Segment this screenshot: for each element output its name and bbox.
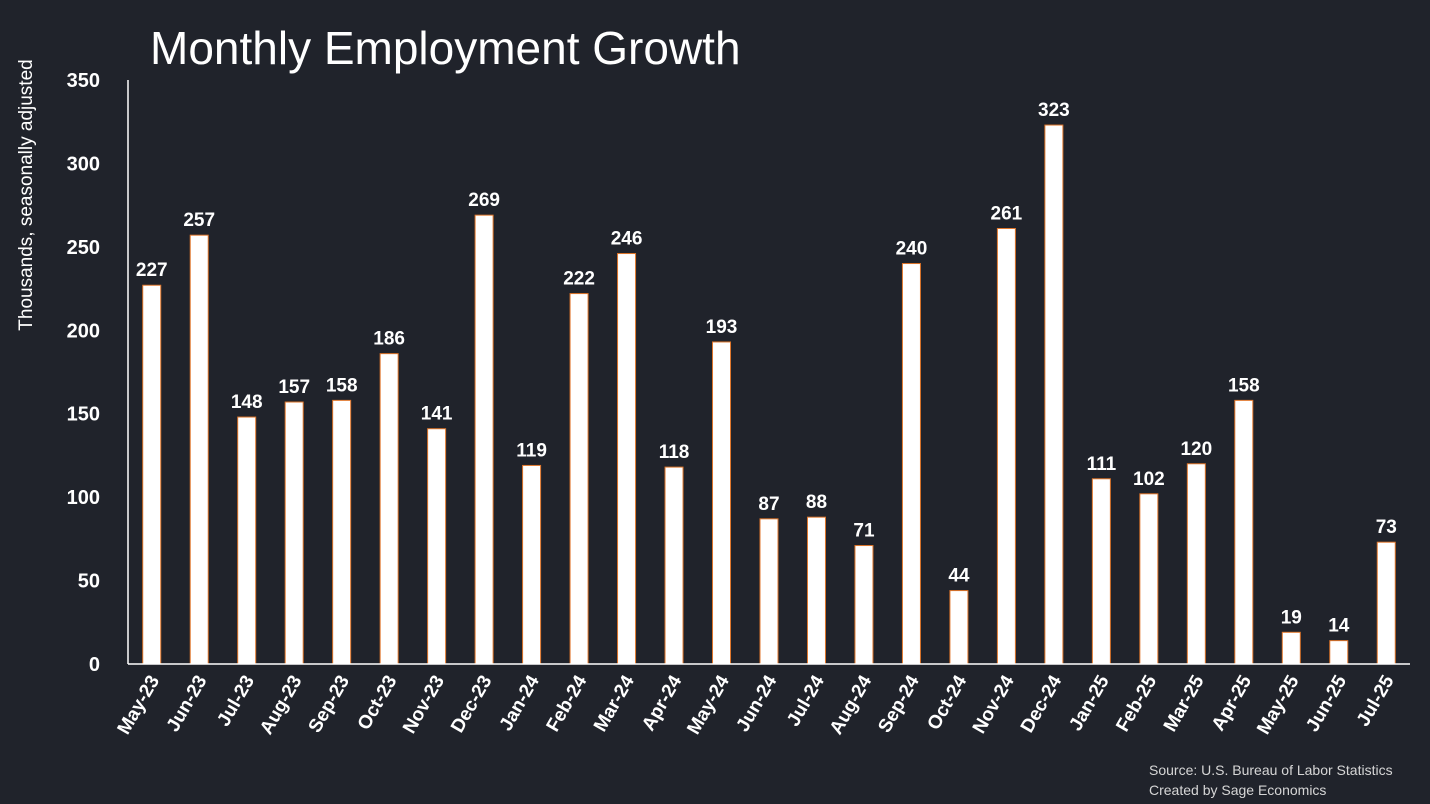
data-label: 157 bbox=[278, 377, 310, 398]
x-tick-label: Jun-24 bbox=[733, 672, 782, 736]
bar-oct-24 bbox=[949, 590, 969, 665]
bar-mar-24 bbox=[617, 253, 637, 665]
data-label: 118 bbox=[659, 442, 690, 463]
x-tick-label: Jan-25 bbox=[1065, 672, 1114, 735]
x-tick-label: Feb-25 bbox=[1112, 672, 1161, 736]
x-tick-label: Mar-24 bbox=[590, 672, 639, 736]
x-tick-label: Oct-24 bbox=[923, 672, 971, 734]
bar-may-25 bbox=[1281, 631, 1301, 665]
y-tick-label: 250 bbox=[67, 237, 100, 259]
x-tick-label: Dec-24 bbox=[1017, 672, 1067, 737]
bar-may-24 bbox=[712, 341, 732, 665]
y-tick-label: 350 bbox=[67, 70, 100, 92]
x-tick-label: Jul-24 bbox=[783, 672, 829, 730]
y-tick-label: 150 bbox=[67, 404, 100, 426]
bar-jan-24 bbox=[522, 464, 542, 665]
x-tick-label: Aug-23 bbox=[256, 672, 306, 738]
data-label: 148 bbox=[231, 392, 263, 413]
data-label: 120 bbox=[1180, 439, 1212, 460]
y-tick-label: 50 bbox=[78, 571, 100, 593]
bar-jan-25 bbox=[1091, 478, 1111, 665]
bar-nov-23 bbox=[427, 428, 447, 665]
x-tick-label: Dec-23 bbox=[447, 672, 496, 736]
data-label: 119 bbox=[516, 440, 547, 461]
bars-group bbox=[142, 124, 1396, 665]
bar-may-23 bbox=[142, 284, 162, 665]
x-tick-label: Nov-23 bbox=[399, 672, 449, 737]
data-label: 323 bbox=[1038, 100, 1070, 121]
data-label: 158 bbox=[326, 375, 358, 396]
y-axis-ticks: 0 50 100 150 200 250 300 350 bbox=[67, 70, 100, 676]
data-label: 102 bbox=[1133, 469, 1165, 490]
x-tick-label: Sep-24 bbox=[874, 672, 924, 737]
data-label: 186 bbox=[373, 329, 405, 350]
data-label: 227 bbox=[136, 260, 168, 281]
x-tick-label: Jan-24 bbox=[496, 672, 545, 735]
data-label: 193 bbox=[706, 317, 738, 338]
x-tick-label: Apr-25 bbox=[1208, 672, 1256, 735]
bar-jul-24 bbox=[806, 516, 826, 665]
bar-sep-23 bbox=[332, 399, 352, 665]
chart-title: Monthly Employment Growth bbox=[150, 22, 741, 74]
x-tick-label: Feb-24 bbox=[543, 672, 592, 736]
x-tick-label: Jul-23 bbox=[213, 672, 259, 730]
x-tick-label: Jun-23 bbox=[163, 672, 212, 736]
bar-dec-24 bbox=[1044, 124, 1064, 665]
data-label: 87 bbox=[758, 494, 779, 515]
bar-aug-24 bbox=[854, 545, 874, 665]
data-label: 158 bbox=[1228, 375, 1260, 396]
bar-jun-24 bbox=[759, 518, 779, 665]
bar-nov-24 bbox=[996, 228, 1016, 665]
bar-aug-23 bbox=[284, 401, 304, 665]
y-tick-label: 300 bbox=[67, 153, 100, 175]
y-axis-label: Thousands, seasonally adjusted bbox=[16, 59, 37, 330]
bar-jul-25 bbox=[1376, 541, 1396, 665]
bar-feb-24 bbox=[569, 293, 589, 665]
bar-oct-23 bbox=[379, 353, 399, 665]
source-note: Source: U.S. Bureau of Labor Statistics bbox=[1149, 762, 1393, 778]
data-labels-group: 227 257 148 157 158 186 141 269 119 222 246 118 193 8… bbox=[136, 100, 1397, 637]
data-label: 261 bbox=[991, 204, 1023, 225]
x-tick-label: Jun-25 bbox=[1302, 672, 1351, 736]
bar-feb-25 bbox=[1139, 493, 1159, 665]
x-tick-label: Jul-25 bbox=[1353, 672, 1399, 730]
data-label: 73 bbox=[1376, 517, 1397, 538]
data-label: 14 bbox=[1328, 616, 1350, 637]
y-tick-label: 100 bbox=[67, 487, 100, 509]
bar-apr-24 bbox=[664, 466, 684, 665]
x-tick-label: Nov-24 bbox=[969, 672, 1019, 738]
data-label: 246 bbox=[611, 229, 643, 250]
bar-sep-24 bbox=[901, 263, 921, 665]
data-label: 44 bbox=[948, 566, 970, 587]
x-tick-label: May-24 bbox=[683, 672, 734, 739]
x-tick-label: May-23 bbox=[114, 672, 164, 738]
data-label: 222 bbox=[563, 269, 595, 290]
bar-jun-25 bbox=[1329, 640, 1349, 665]
data-label: 141 bbox=[421, 404, 453, 425]
credit-note: Created by Sage Economics bbox=[1149, 782, 1327, 798]
bar-apr-25 bbox=[1234, 399, 1254, 665]
x-tick-label: Aug-24 bbox=[826, 672, 877, 739]
x-tick-label: Oct-23 bbox=[354, 672, 402, 734]
data-label: 19 bbox=[1281, 607, 1302, 628]
bar-jul-23 bbox=[237, 416, 257, 665]
data-label: 257 bbox=[183, 210, 215, 231]
x-tick-label: May-25 bbox=[1253, 672, 1304, 739]
data-label: 111 bbox=[1087, 454, 1117, 475]
data-label: 88 bbox=[806, 492, 827, 513]
bar-mar-25 bbox=[1186, 463, 1206, 665]
data-label: 240 bbox=[896, 239, 928, 260]
x-tick-label: Mar-25 bbox=[1160, 672, 1209, 736]
data-label: 269 bbox=[468, 190, 500, 211]
bar-jun-23 bbox=[189, 234, 209, 665]
bar-dec-23 bbox=[474, 214, 494, 665]
y-tick-label: 0 bbox=[89, 654, 100, 676]
data-label: 71 bbox=[853, 521, 875, 542]
x-tick-label: Sep-23 bbox=[305, 672, 354, 736]
y-tick-label: 200 bbox=[67, 320, 100, 342]
x-tick-label: Apr-24 bbox=[638, 672, 686, 735]
